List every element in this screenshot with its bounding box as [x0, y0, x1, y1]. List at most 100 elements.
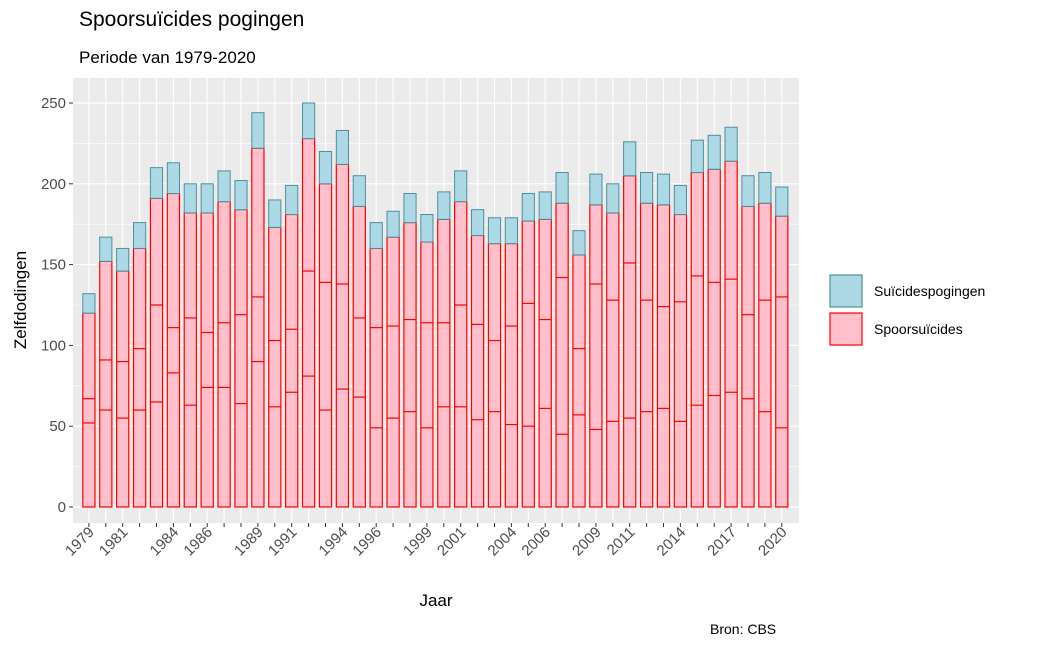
bar-spoorsuicides-1982: [132, 247, 147, 508]
bar-spoorsuicides-2009: [589, 204, 603, 508]
bar-suicidespogingen-2019: [758, 171, 772, 204]
chart-title: Spoorsuïcides pogingen: [79, 8, 305, 31]
bar-suicidespogingen-1985: [183, 183, 197, 214]
chart-caption: Bron: CBS: [710, 621, 777, 637]
bar-spoorsuicides-2002: [470, 234, 485, 508]
bar-suicidespogingen-2020: [775, 186, 789, 217]
x-tick-label: 2006: [518, 524, 554, 560]
x-tick-label: 2020: [755, 524, 791, 560]
x-axis-title: Jaar: [419, 591, 452, 610]
y-axis: 0 50 100 150 200 250: [41, 95, 73, 516]
bar-spoorsuicides-2018: [741, 205, 755, 508]
bar-suicidespogingen-1987: [217, 170, 231, 203]
bar-spoorsuicides-1994: [335, 163, 350, 508]
bar-spoorsuicides-1987: [217, 200, 231, 508]
x-tick-label: 2009: [569, 524, 605, 560]
bar-suicidespogingen-1997: [386, 210, 400, 238]
x-tick-label: 1999: [400, 524, 436, 560]
bar-suicidespogingen-2018: [741, 175, 755, 207]
bar-suicidespogingen-2007: [555, 171, 569, 204]
bar-spoorsuicides-2013: [656, 204, 671, 508]
legend-label-spoorsuicides: Spoorsuïcides: [874, 321, 963, 337]
bar-suicidespogingen-1980: [99, 236, 113, 262]
bar-suicidespogingen-1994: [335, 129, 349, 165]
x-tick-label: 1984: [147, 524, 183, 560]
bar-suicidespogingen-2008: [572, 230, 586, 256]
bar-spoorsuicides-1990: [268, 226, 282, 508]
bar-suicidespogingen-2002: [471, 209, 485, 237]
x-tick-label: 2017: [704, 524, 740, 560]
bar-suicidespogingen-2014: [673, 184, 687, 216]
bar-spoorsuicides-2010: [606, 212, 620, 508]
bar-spoorsuicides-2016: [707, 168, 721, 508]
x-tick-label: 1981: [96, 524, 132, 560]
bar-spoorsuicides-1995: [352, 205, 366, 508]
bar-spoorsuicides-1992: [301, 137, 316, 508]
bar-spoorsuicides-1999: [420, 241, 434, 508]
bar-spoorsuicides-2017: [724, 160, 738, 508]
x-tick-label: 1986: [180, 524, 216, 560]
bar-spoorsuicides-2000: [437, 218, 451, 508]
y-tick-label: 50: [49, 418, 66, 435]
bar-spoorsuicides-1991: [285, 213, 299, 508]
bar-suicidespogingen-1982: [133, 222, 147, 249]
x-tick-label: 1991: [265, 524, 301, 560]
bar-suicidespogingen-1991: [285, 184, 299, 216]
x-tick-label: 1989: [231, 524, 267, 560]
bar-spoorsuicides-1980: [99, 260, 113, 508]
x-tick-label: 1996: [349, 524, 385, 560]
bar-suicidespogingen-2003: [487, 217, 502, 245]
bar-spoorsuicides-2011: [623, 175, 637, 508]
bar-suicidespogingen-1993: [318, 150, 333, 185]
x-tick-label: 2001: [434, 524, 470, 560]
bar-suicidespogingen-1995: [352, 175, 366, 207]
legend: Suïcidespogingen Spoorsuïcides: [829, 274, 985, 346]
bar-spoorsuicides-2008: [572, 254, 586, 508]
bar-suicidespogingen-2011: [623, 141, 637, 177]
plot-panel: [73, 78, 799, 523]
bar-suicidespogingen-1983: [149, 167, 164, 199]
bar-suicidespogingen-1981: [116, 247, 130, 272]
bar-spoorsuicides-1979: [82, 312, 96, 508]
bar-spoorsuicides-2003: [487, 242, 502, 508]
bar-spoorsuicides-1996: [369, 247, 383, 508]
y-tick-label: 250: [41, 95, 66, 112]
bar-spoorsuicides-2001: [454, 200, 468, 508]
bar-spoorsuicides-2020: [775, 215, 789, 508]
bar-suicidespogingen-2005: [521, 192, 535, 222]
bar-suicidespogingen-2004: [504, 217, 518, 245]
bar-suicidespogingen-2013: [656, 173, 671, 206]
y-tick-label: 0: [58, 499, 66, 516]
chart-subtitle: Periode van 1979-2020: [79, 48, 256, 67]
x-tick-label: 2004: [485, 524, 521, 560]
bar-suicidespogingen-1979: [82, 293, 96, 314]
bar-spoorsuicides-2014: [673, 213, 688, 508]
bar-spoorsuicides-2006: [538, 218, 552, 508]
bar-suicidespogingen-2000: [437, 191, 451, 220]
bar-spoorsuicides-1981: [116, 270, 130, 508]
y-tick-label: 200: [41, 176, 66, 193]
bar-spoorsuicides-1986: [200, 212, 214, 508]
bar-suicidespogingen-2017: [724, 126, 738, 162]
legend-key-suicidespogingen: [829, 274, 863, 308]
bar-spoorsuicides-2007: [555, 202, 569, 508]
bar-suicidespogingen-2015: [690, 139, 704, 173]
bar-suicidespogingen-1989: [251, 112, 265, 149]
bar-spoorsuicides-1983: [149, 197, 164, 508]
bar-spoorsuicides-2012: [639, 202, 654, 508]
bar-suicidespogingen-2009: [589, 173, 603, 206]
bar-spoorsuicides-1984: [166, 192, 181, 508]
bar-suicidespogingen-1999: [420, 214, 434, 243]
bar-spoorsuicides-2004: [504, 242, 519, 508]
y-axis-title: Zelfdodingen: [11, 251, 30, 349]
bar-spoorsuicides-1993: [318, 183, 333, 508]
bar-spoorsuicides-1989: [251, 147, 265, 508]
x-tick-label: 2014: [654, 524, 690, 560]
bar-suicidespogingen-1988: [234, 180, 248, 211]
bar-suicidespogingen-2012: [640, 171, 654, 204]
bar-suicidespogingen-2010: [606, 183, 620, 214]
bar-spoorsuicides-1985: [183, 212, 197, 508]
bar-suicidespogingen-2006: [538, 191, 552, 220]
